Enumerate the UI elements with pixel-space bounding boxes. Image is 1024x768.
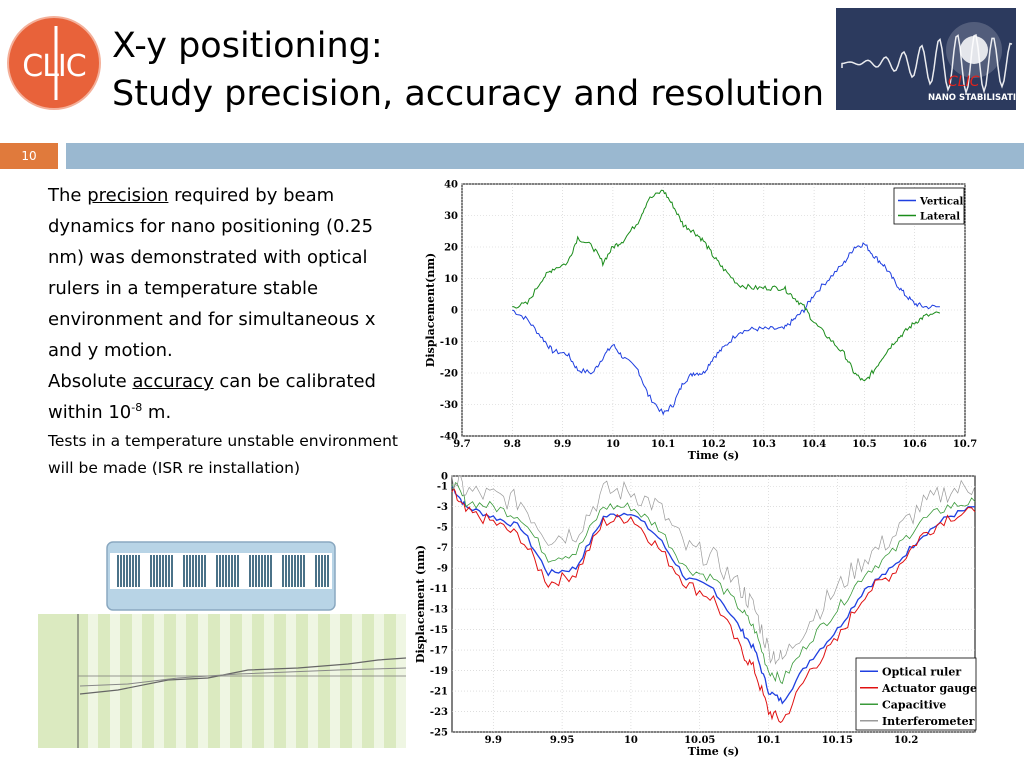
- x-tick-label: 10.3: [752, 439, 776, 450]
- y-tick-label: -1: [437, 482, 448, 493]
- paragraph-precision: The precision required by beam dynamics …: [48, 185, 376, 361]
- slide-number: 10: [0, 143, 58, 169]
- x-tick-label: 9.9: [554, 439, 571, 450]
- x-tick-label: 10.1: [651, 439, 675, 450]
- x-tick-label: 10.05: [684, 735, 715, 746]
- optical-ruler-photo: [106, 541, 336, 611]
- series-line-0: [512, 242, 940, 416]
- logo-left-text: CLIC: [22, 49, 86, 84]
- x-tick-label: 9.8: [504, 439, 521, 450]
- logo-wave-graphic: CLIC NANO STABILISATION: [836, 8, 1016, 110]
- x-tick-label: 10.1: [756, 735, 780, 746]
- y-tick-label: 0: [441, 472, 448, 483]
- x-tick-label: 10.6: [903, 439, 927, 450]
- y-tick-label: -19: [430, 666, 448, 677]
- legend-entry: Optical ruler: [882, 665, 961, 678]
- y-tick-label: -5: [437, 523, 448, 534]
- sensor-comparison-chart: 9.9 9.95 10 10.05 10.1 10.15 10.2 0-1 -3 -5 -7 -9 -1…: [414, 472, 977, 759]
- series-line-2: [451, 482, 976, 685]
- x-tick-label: 10.5: [852, 439, 876, 450]
- body-text: The precision required by beam dynamics …: [48, 180, 398, 482]
- paragraph-tests: Tests in a temperature unstable environm…: [48, 432, 398, 477]
- x-tick-label: 10.2: [701, 439, 725, 450]
- y-tick-label: 20: [444, 243, 458, 254]
- legend-entry: Capacitive: [882, 698, 946, 711]
- header-band: [66, 143, 1024, 169]
- x-tick-label: 10.15: [822, 735, 853, 746]
- xy-displacement-chart: 9.7 9.8 9.9 10 10.1 10.2 10.3 10.4 10.5 10.6 10.7 4…: [424, 180, 977, 463]
- y-tick-label: -13: [430, 605, 448, 616]
- y-tick-label: -11: [430, 584, 448, 595]
- x-axis-label: Time (s): [688, 745, 739, 758]
- recorder-plot-photo: [38, 614, 406, 748]
- legend-entry: Vertical: [919, 197, 963, 208]
- series-line-3: [451, 475, 976, 665]
- legend-entry: Interferometer: [882, 715, 975, 728]
- slide-title: X-y positioning: Study precision, accura…: [112, 22, 824, 118]
- x-tick-label: 9.95: [550, 735, 574, 746]
- x-tick-label: 10: [624, 735, 638, 746]
- legend: [855, 657, 977, 731]
- legend-entry: Lateral: [920, 212, 960, 223]
- y-tick-label: 40: [444, 180, 458, 191]
- y-tick-label: 0: [451, 306, 458, 317]
- x-tick-label: 10.4: [802, 439, 826, 450]
- x-tick-label: 9.7: [453, 439, 470, 450]
- series-line-1: [512, 189, 941, 382]
- paragraph-accuracy: Absolute accuracy can be calibrated with…: [48, 371, 376, 423]
- y-tick-label: -17: [430, 646, 448, 657]
- y-tick-label: 30: [444, 211, 458, 222]
- y-tick-label: -23: [430, 707, 448, 718]
- y-tick-label: -25: [430, 728, 448, 739]
- logo-right-clic: CLIC: [948, 74, 980, 90]
- y-tick-label: -10: [440, 337, 458, 348]
- title-line-1: X-y positioning:: [112, 26, 383, 66]
- series-line-1: [451, 487, 976, 724]
- x-axis-label: Time (s): [688, 449, 739, 462]
- x-tick-label: 10.7: [953, 439, 977, 450]
- y-tick-label: -21: [430, 687, 448, 698]
- y-tick-label: -9: [437, 564, 448, 575]
- y-tick-label: 10: [444, 274, 458, 285]
- legend: [893, 187, 965, 225]
- y-tick-label: -30: [440, 400, 458, 411]
- series-line-0: [451, 485, 976, 705]
- y-tick-label: -15: [430, 625, 448, 636]
- x-tick-label: 9.9: [485, 735, 502, 746]
- logo-right-subtitle: NANO STABILISATION: [928, 93, 1016, 103]
- y-tick-label: -40: [440, 432, 458, 443]
- title-line-2: Study precision, accuracy and resolution: [112, 74, 825, 114]
- y-axis-label: Displacement (nm): [414, 545, 427, 663]
- clic-logo-left: CLIC: [7, 16, 101, 110]
- nano-stabilisation-logo: CLIC NANO STABILISATION: [836, 8, 1016, 110]
- x-tick-label: 10: [606, 439, 620, 450]
- precision-term: precision: [87, 185, 169, 206]
- y-tick-label: -20: [440, 369, 458, 380]
- legend-entry: Actuator gauge: [881, 682, 977, 695]
- y-tick-label: -3: [437, 502, 448, 513]
- accuracy-term: accuracy: [132, 371, 214, 392]
- y-tick-label: -7: [437, 543, 448, 554]
- x-tick-label: 10.2: [894, 735, 918, 746]
- y-axis-label: Displacement(nm): [424, 253, 437, 367]
